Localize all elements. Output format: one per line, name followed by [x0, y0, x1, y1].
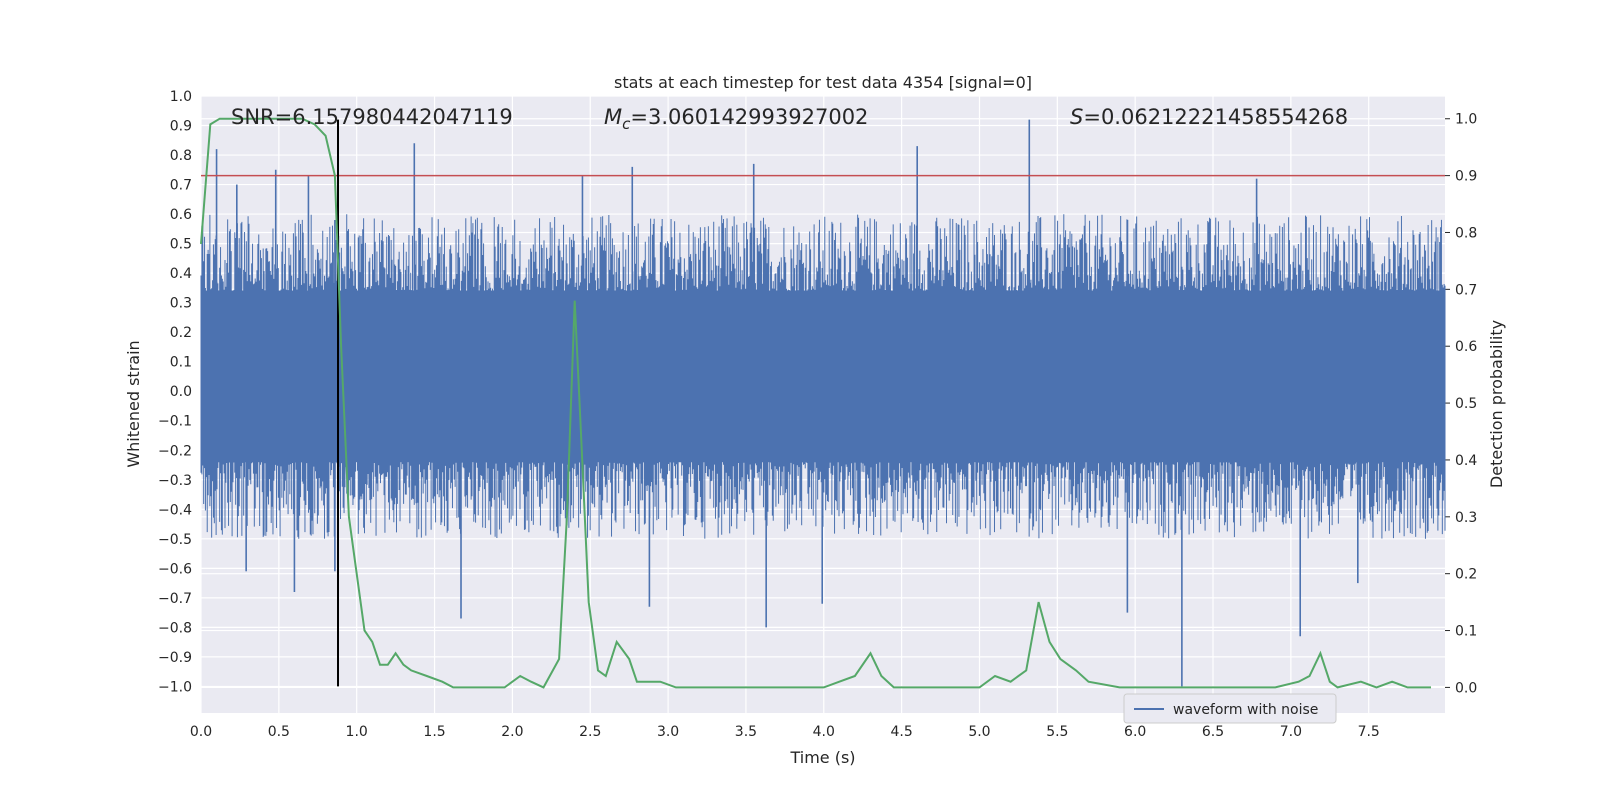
y-tick-label: 0.2 [170, 325, 192, 341]
mc-value: =3.060142993927002 [630, 105, 868, 129]
x-tick-label: 7.0 [1280, 724, 1302, 740]
x-tick-label: 0.0 [190, 724, 212, 740]
chart-title: stats at each timestep for test data 435… [614, 73, 1032, 92]
y-right-tick-label: 0.7 [1455, 282, 1477, 298]
y-right-tick-label: 0.0 [1455, 680, 1477, 696]
s-symbol: S [1070, 105, 1083, 129]
y-tick-label: −0.9 [158, 650, 192, 666]
x-tick-label: 5.5 [1046, 724, 1068, 740]
x-tick-label: 6.5 [1202, 724, 1224, 740]
y-tick-label: −0.8 [158, 620, 192, 636]
legend: waveform with noise [1123, 693, 1337, 724]
y-tick-label: 0.5 [170, 237, 192, 253]
y-right-tick-label: 0.5 [1455, 396, 1477, 412]
y-right-tick-label: 0.6 [1455, 339, 1477, 355]
y-tick-label: 0.9 [170, 119, 192, 135]
mc-subscript: c [622, 115, 631, 133]
y-tick-label: 0.7 [170, 178, 192, 194]
mc-symbol: M [604, 105, 622, 129]
y-right-axis-label: Detection probability [1487, 320, 1506, 488]
y-tick-label: −0.7 [158, 591, 192, 607]
x-tick-label: 7.5 [1358, 724, 1380, 740]
y-right-tick-label: 0.2 [1455, 567, 1477, 583]
x-tick-label: 4.5 [890, 724, 912, 740]
y-tick-label: −0.2 [158, 443, 192, 459]
x-axis-label: Time (s) [789, 748, 855, 767]
x-tick-label: 4.0 [813, 724, 835, 740]
y-right-tick-label: 0.9 [1455, 169, 1477, 185]
y-right-tick-label: 0.8 [1455, 225, 1477, 241]
y-right-tick-label: 0.4 [1455, 453, 1477, 469]
y-tick-label: 0.1 [170, 355, 192, 371]
y-tick-label: 0.4 [170, 266, 192, 282]
x-tick-label: 3.5 [735, 724, 757, 740]
y-right-tick-label: 1.0 [1455, 112, 1477, 128]
y-right-tick-labels: 1.0 0.9 0.8 0.7 0.6 0.5 0.4 0.3 0.2 0.1 0.0 [1455, 112, 1477, 697]
y-tick-label: −0.3 [158, 473, 192, 489]
x-tick-label: 2.0 [501, 724, 523, 740]
y-tick-label: −0.6 [158, 561, 192, 577]
x-tick-label: 3.0 [657, 724, 679, 740]
x-tick-label: 0.5 [268, 724, 290, 740]
mc-annotation: Mc=3.060142993927002 [604, 105, 868, 133]
y-tick-label: 0.8 [170, 148, 192, 164]
y-tick-label: −0.1 [158, 414, 192, 430]
y-right-tick-label: 0.1 [1455, 624, 1477, 640]
legend-box [1123, 693, 1337, 724]
y-tick-label: 0.0 [170, 384, 192, 400]
y-right-tick-label: 0.3 [1455, 510, 1477, 526]
x-tick-label: 1.0 [346, 724, 368, 740]
y-tick-label: −1.0 [158, 679, 192, 695]
x-tick-label: 5.0 [968, 724, 990, 740]
s-value: =0.06212221458554268 [1083, 105, 1348, 129]
x-tick-label: 6.0 [1124, 724, 1146, 740]
probability-line [200, 117, 1431, 689]
waveform-series [200, 119, 1446, 687]
x-tick-labels: 0.0 0.5 1.0 1.5 2.0 2.5 3.0 3.5 4.0 4.5 5.0 5.5 6.0 6… [190, 724, 1380, 740]
y-tick-labels: 1.0 0.9 0.8 0.7 0.6 0.5 0.4 0.3 0.2 0.1 0.0 −0.1 −0.… [158, 89, 192, 695]
y-tick-label: 0.6 [170, 207, 192, 223]
legend-label: waveform with noise [1173, 702, 1318, 718]
x-tick-label: 2.5 [579, 724, 601, 740]
y-tick-label: −0.5 [158, 532, 192, 548]
x-tick-label: 1.5 [423, 724, 445, 740]
y-axis-label: Whitened strain [124, 340, 143, 467]
y-tick-label: 1.0 [170, 89, 192, 105]
s-annotation: S=0.06212221458554268 [1070, 105, 1348, 129]
snr-annotation: SNR=6.157980442047119 [231, 105, 513, 129]
y-tick-label: 0.3 [170, 296, 192, 312]
y-tick-label: −0.4 [158, 502, 192, 518]
